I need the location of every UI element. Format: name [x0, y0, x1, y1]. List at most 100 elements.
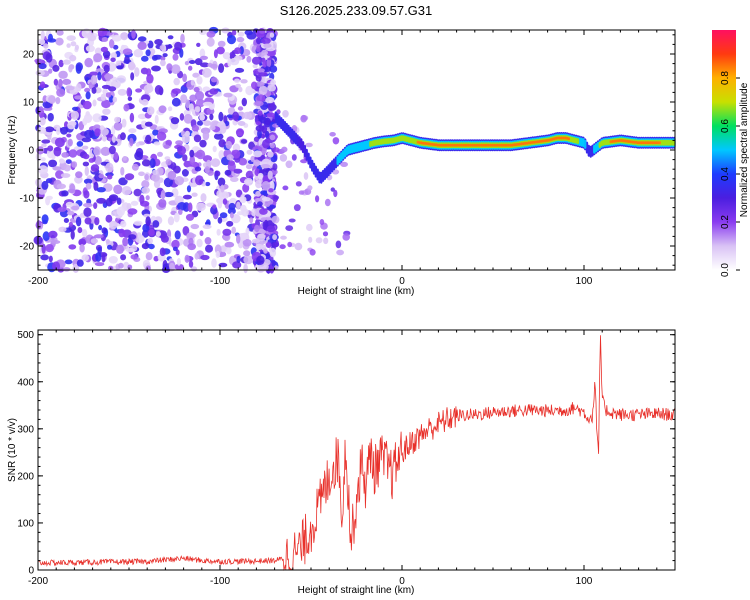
noise-cell — [94, 47, 102, 56]
noise-cell — [172, 246, 178, 252]
noise-cell — [127, 208, 138, 215]
noise-cell — [42, 231, 50, 242]
noise-cell — [116, 197, 122, 205]
noise-cell — [182, 194, 192, 200]
ridge-cell — [514, 143, 518, 147]
snr-x-axis-label: Height of straight line (km) — [298, 585, 415, 596]
ridge-cell — [378, 139, 381, 146]
noise-cell — [236, 255, 241, 264]
snr-x-tick-label: -200 — [28, 576, 48, 587]
noise-cell — [196, 76, 203, 85]
noise-cell — [56, 88, 66, 97]
noise-cell — [147, 237, 154, 245]
noise-cell — [167, 170, 177, 180]
noise-cell — [210, 158, 221, 168]
ridge-cell — [487, 143, 490, 147]
noise-cell — [273, 195, 280, 200]
noise-cell — [217, 40, 226, 48]
ridge-cell — [505, 143, 509, 147]
noise-cell — [62, 78, 72, 85]
noise-cell — [40, 30, 45, 41]
ridge-cell — [642, 141, 645, 145]
noise-cell — [54, 137, 65, 148]
noise-cell — [182, 73, 188, 83]
noise-cell — [194, 91, 205, 101]
noise-cell — [229, 57, 240, 66]
noise-cell — [71, 161, 78, 168]
noise-cell — [199, 114, 206, 121]
noise-cell — [41, 139, 51, 144]
ridge-cell — [553, 137, 556, 141]
ridge-cell — [301, 141, 305, 154]
noise-cell — [185, 213, 195, 221]
noise-cell — [65, 201, 74, 208]
noise-cell — [123, 103, 130, 112]
noise-cell — [257, 201, 263, 207]
ridge-cell — [522, 142, 525, 146]
noise-cell — [105, 73, 111, 82]
ridge-cell — [367, 140, 370, 149]
noise-cell — [84, 166, 90, 177]
noise-cell — [244, 29, 253, 36]
ridge-cell — [380, 138, 383, 145]
noise-cell — [145, 216, 151, 227]
noise-cell — [128, 61, 136, 71]
noise-cell — [218, 63, 225, 73]
ridge-cell — [447, 143, 450, 147]
noise-cell — [35, 178, 43, 187]
noise-cell — [91, 87, 97, 94]
noise-cell — [209, 125, 216, 131]
noise-cell — [148, 228, 155, 236]
noise-cell — [160, 56, 166, 61]
spectrogram-x-tick-label: -200 — [28, 276, 48, 287]
noise-cell — [129, 137, 134, 147]
noise-cell — [81, 145, 89, 150]
noise-cell — [97, 71, 102, 81]
noise-cell — [205, 244, 213, 253]
noise-cell — [52, 261, 61, 271]
noise-cell — [111, 34, 122, 42]
ridge-cell — [602, 139, 605, 146]
noise-cell — [282, 110, 289, 118]
snr-y-tick-label: 100 — [17, 518, 34, 529]
noise-cell — [230, 176, 239, 182]
noise-cell — [82, 100, 92, 110]
noise-cell — [200, 62, 210, 68]
snr-y-axis-label: SNR (10 * v/v) — [7, 418, 18, 482]
noise-cell — [196, 98, 205, 108]
noise-cell — [210, 63, 218, 69]
noise-cell — [55, 97, 61, 105]
noise-cell — [174, 263, 184, 271]
noise-cell — [167, 35, 174, 40]
spectrogram-x-tick-label: 100 — [576, 276, 593, 287]
noise-cell — [322, 231, 329, 237]
noise-cell — [89, 71, 98, 77]
colorbar-axis: 0.0 0.2 0.4 0.6 0.8 — [720, 71, 740, 277]
noise-cell — [120, 166, 125, 176]
noise-cell — [219, 245, 228, 253]
noise-cell — [56, 126, 61, 136]
spectrogram-x-tick-label: -100 — [210, 276, 230, 287]
noise-cell — [196, 238, 203, 248]
ridge-cell — [542, 139, 545, 143]
noise-cell — [166, 63, 173, 71]
ridge-cell — [633, 140, 636, 144]
noise-cell — [145, 49, 151, 57]
noise-cell — [200, 254, 210, 261]
noise-cell — [109, 220, 118, 230]
noise-cell — [128, 234, 137, 240]
noise-cell — [269, 32, 275, 38]
noise-cell — [101, 227, 108, 235]
noise-cell — [83, 178, 93, 185]
noise-cell — [231, 149, 241, 159]
noise-cell — [124, 173, 135, 181]
ridge-cell — [549, 138, 552, 142]
noise-cell — [47, 112, 54, 122]
noise-cell — [236, 201, 241, 210]
noise-cell — [63, 164, 71, 172]
noise-cell — [68, 221, 73, 227]
noise-cell — [134, 67, 140, 77]
colorbar-tick-label: 0.8 — [720, 71, 731, 85]
noise-cell — [179, 113, 185, 121]
noise-cell — [227, 34, 236, 45]
